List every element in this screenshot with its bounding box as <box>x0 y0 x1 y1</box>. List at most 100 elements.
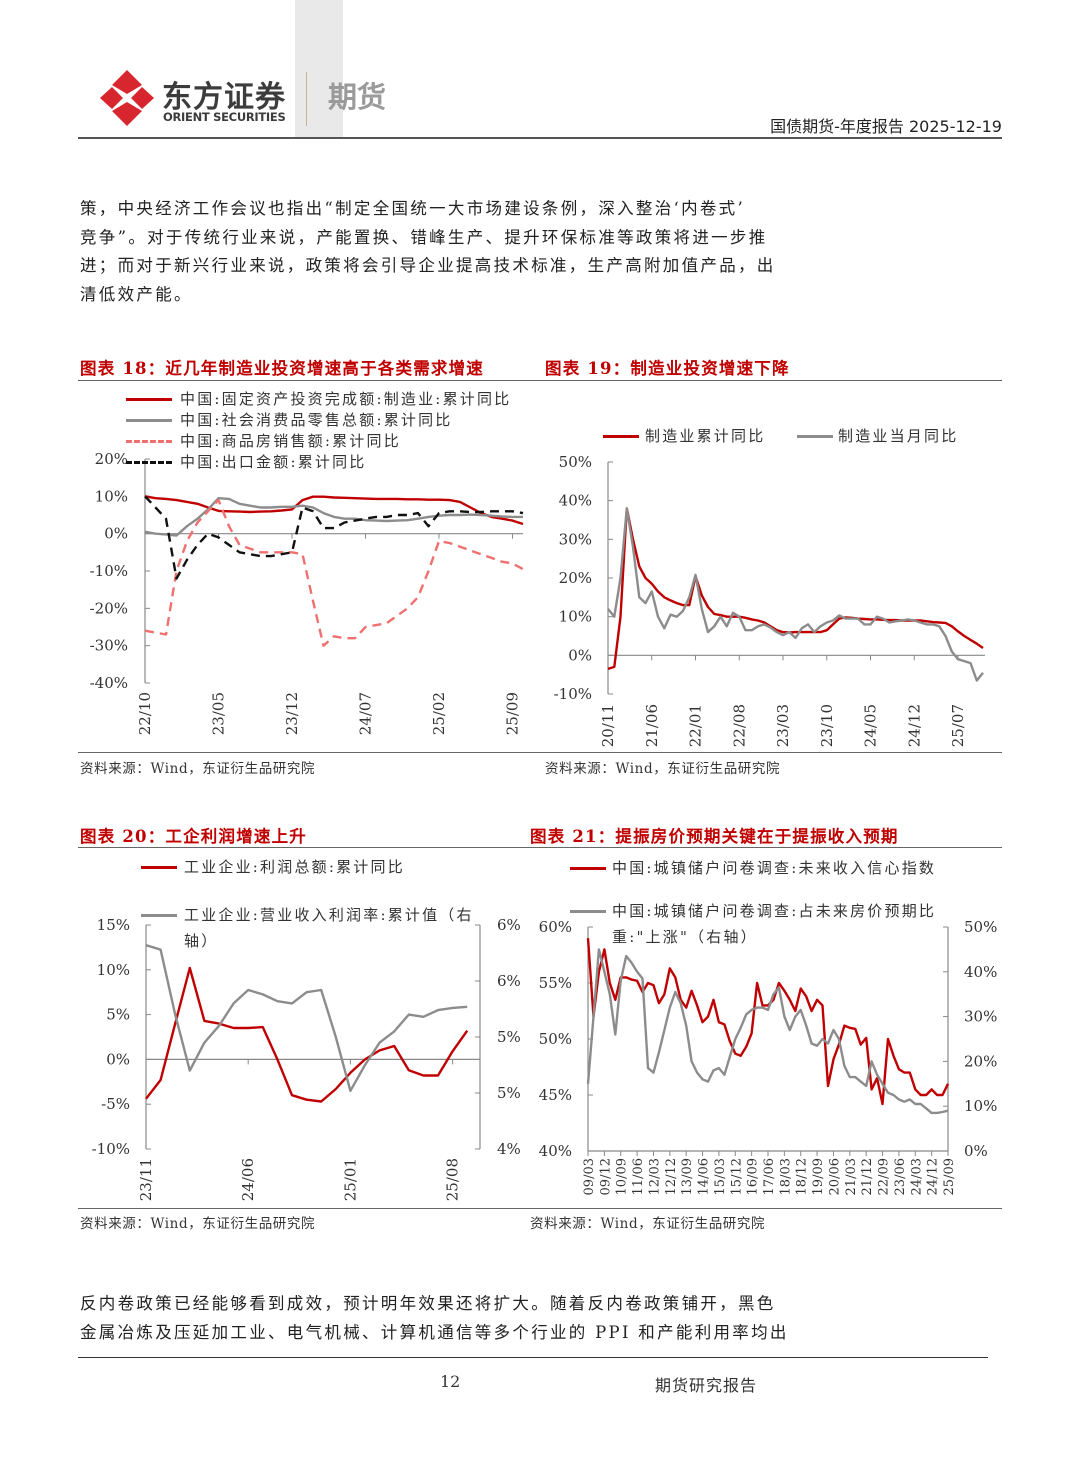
header-divider <box>78 137 1002 139</box>
chart-21-plot: 60% 55% 50% 45% 40% 50% 40% 30% 20% 10% 0% 09/03 09/… <box>539 918 998 1195</box>
logo-divider <box>306 72 307 126</box>
y2-tick-label: 30% <box>964 1008 997 1026</box>
x-tick-label: 21/03 <box>844 1158 859 1195</box>
x-tick-label: 13/09 <box>680 1158 695 1195</box>
x-tick-label: 22/10 <box>136 692 154 735</box>
logo-division: 期货 <box>328 80 387 114</box>
footer-divider <box>78 1357 988 1358</box>
y-tick-label: -5% <box>101 1095 130 1113</box>
legend-label: 工业企业:营业收入利润率:累计值（右轴） <box>184 906 474 950</box>
x-tick-label: 20/06 <box>827 1158 842 1195</box>
x-tick-label: 22/01 <box>687 704 705 747</box>
series-line-1 <box>144 495 524 526</box>
x-tick-label: 25/01 <box>341 1158 359 1201</box>
paragraph-line: 竞争”。对于传统行业来说，产能置换、错峰生产、提升环保标准等政策将进一步推 <box>80 228 768 247</box>
x-tick-label: 24/12 <box>905 704 923 747</box>
y2-tick-label: 6% <box>497 972 521 990</box>
x-tick-label: 15/12 <box>729 1158 744 1195</box>
y-tick-label: 50% <box>539 1030 572 1048</box>
x-tick-label: 23/03 <box>774 704 792 747</box>
legend-label: 中国:社会消费品零售总额:累计同比 <box>180 411 453 429</box>
legend-swatch-grey <box>797 435 833 438</box>
x-tick-label: 18/12 <box>795 1158 810 1195</box>
y-tick-label: 0% <box>106 1050 130 1068</box>
series-line-1 <box>586 938 950 1106</box>
x-tick-label: 25/02 <box>430 692 448 735</box>
y-tick-label: 45% <box>539 1086 572 1104</box>
y2-tick-label: 50% <box>964 918 997 936</box>
legend-label: 中国:出口金额:累计同比 <box>180 453 367 471</box>
y-tick-label: -10% <box>92 1140 130 1158</box>
x-tick-label: 24/06 <box>239 1158 257 1201</box>
y2-tick-label: 0% <box>964 1142 988 1160</box>
x-tick-label: 24/07 <box>357 692 375 735</box>
x-tick-label: 22/08 <box>730 704 748 747</box>
legend-label: 工业企业:利润总额:累计同比 <box>184 858 405 876</box>
y2-tick-label: 40% <box>964 963 997 981</box>
legend-label: 制造业累计同比 <box>645 427 766 445</box>
x-tick-label: 21/06 <box>643 704 661 747</box>
chart-18-plot: 20% 10% 0% -10% -20% -30% -40% 22/10 23/05 23/12 2… <box>90 450 524 735</box>
figure-bottom-rule <box>78 752 1002 753</box>
y-tick-label: 55% <box>539 974 572 992</box>
x-tick-label: 15/03 <box>713 1158 728 1195</box>
x-tick-label: 22/09 <box>877 1158 892 1195</box>
y-tick-label: 40% <box>539 1142 572 1160</box>
figure-20-source: 资料来源：Wind，东证衍生品研究院 <box>80 1216 316 1232</box>
legend-swatch-grey <box>570 910 606 913</box>
y-tick-label: -30% <box>90 637 128 655</box>
x-tick-label: 21/12 <box>860 1158 875 1195</box>
figure-title-rule <box>78 847 1002 848</box>
y-tick-label: 60% <box>539 918 572 936</box>
figure-21-source: 资料来源：Wind，东证衍生品研究院 <box>530 1216 766 1232</box>
x-tick-label: 25/09 <box>942 1158 957 1195</box>
y-tick-label: 0% <box>104 525 128 543</box>
legend-swatch-red <box>126 398 172 401</box>
y2-tick-label: 6% <box>497 916 521 934</box>
x-tick-label: 24/05 <box>862 704 880 747</box>
figure-bottom-rule <box>78 1208 1002 1209</box>
x-tick-label: 20/11 <box>599 704 617 747</box>
legend-swatch-grey <box>126 419 172 422</box>
figure-21-title: 图表 21：提振房价预期关键在于提振收入预期 <box>530 827 899 846</box>
x-tick-label: 25/08 <box>444 1158 462 1201</box>
x-tick-label: 18/03 <box>778 1158 793 1195</box>
legend-swatch-red <box>570 867 606 870</box>
y2-tick-label: 5% <box>497 1028 521 1046</box>
y-tick-label: -10% <box>554 685 592 703</box>
y2-tick-label: 4% <box>497 1140 521 1158</box>
y-tick-label: 20% <box>95 450 128 468</box>
x-tick-label: 23/11 <box>137 1158 155 1201</box>
y2-tick-label: 10% <box>964 1097 997 1115</box>
paragraph-line: 反内卷政策已经能够看到成效，预计明年效果还将扩大。随着反内卷政策铺开，黑色 <box>80 1294 776 1313</box>
x-tick-label: 09/12 <box>598 1158 613 1195</box>
y-tick-label: 40% <box>559 492 592 510</box>
x-tick-label: 11/06 <box>631 1158 646 1195</box>
y-tick-label: -10% <box>90 562 128 580</box>
x-tick-label: 23/12 <box>283 692 301 735</box>
x-tick-label: 25/09 <box>504 692 522 735</box>
chart-19-plot: 50% 40% 30% 20% 10% 0% -10% 20/11 21/06 22/01 22/0… <box>554 453 985 747</box>
legend-label: 中国:城镇储户问卷调查:未来收入信心指数 <box>612 859 937 877</box>
x-tick-label: 23/10 <box>818 704 836 747</box>
x-tick-label: 24/12 <box>926 1158 941 1195</box>
series-line-1 <box>607 507 984 671</box>
legend-label: 中国:商品房销售额:累计同比 <box>180 432 401 450</box>
y-tick-label: 30% <box>559 530 592 548</box>
figure-19-source: 资料来源：Wind，东证衍生品研究院 <box>545 761 781 777</box>
y2-tick-label: 5% <box>497 1084 521 1102</box>
legend-label: 中国:城镇储户问卷调查:占未来房价预期比重:"上涨"（右轴） <box>612 902 937 946</box>
x-tick-label: 12/12 <box>664 1158 679 1195</box>
figure-18-title: 图表 18：近几年制造业投资增速高于各类需求增速 <box>80 359 485 378</box>
figure-19-title: 图表 19：制造业投资增速下降 <box>545 359 790 378</box>
x-tick-label: 16/09 <box>746 1158 761 1195</box>
legend-swatch-pink-dashed <box>126 440 172 443</box>
y-tick-label: 20% <box>559 569 592 587</box>
series-line-2 <box>144 497 523 537</box>
x-tick-label: 19/09 <box>811 1158 826 1195</box>
x-tick-label: 17/06 <box>762 1158 777 1195</box>
paragraph-line: 清低效产能。 <box>80 285 193 304</box>
y2-tick-label: 20% <box>964 1052 997 1070</box>
y-tick-label: 15% <box>97 916 130 934</box>
